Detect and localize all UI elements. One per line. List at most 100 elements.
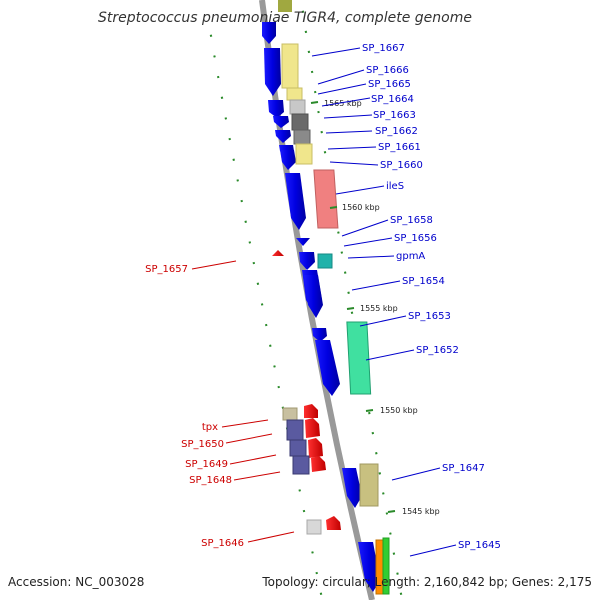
guide-tick xyxy=(307,50,311,54)
label-ileS[interactable]: ileS xyxy=(386,181,404,192)
guide-tick xyxy=(224,117,228,120)
kbp-label-1550: 1550 kbp xyxy=(380,406,418,415)
label-sp1653[interactable]: SP_1653 xyxy=(408,311,451,322)
gene-sp1667[interactable] xyxy=(262,22,276,44)
gene-sp1654[interactable] xyxy=(304,275,323,318)
guide-tick xyxy=(277,385,280,389)
label-tpx[interactable]: tpx xyxy=(202,422,218,433)
map-title: Streptococcus pneumoniae TIGR4, complete… xyxy=(98,10,472,26)
gene-sp1653[interactable] xyxy=(312,328,327,342)
guide-tick xyxy=(375,452,378,455)
guide-tick xyxy=(323,151,327,154)
guide-tick xyxy=(392,552,396,555)
guide-tick xyxy=(382,492,385,495)
gene-sp1648[interactable] xyxy=(311,456,326,472)
gene-ileS[interactable] xyxy=(285,173,306,230)
label-sp1663[interactable]: SP_1663 xyxy=(373,110,416,121)
guide-tick xyxy=(269,344,272,347)
gene-sp1647[interactable] xyxy=(342,468,362,508)
guide-tick xyxy=(311,551,314,554)
guide-tick xyxy=(378,472,382,475)
forward-labels xyxy=(311,47,457,557)
gene-sp1646[interactable] xyxy=(326,516,341,530)
guide-tick xyxy=(260,303,264,306)
guide-tick xyxy=(337,231,340,234)
guide-tick xyxy=(209,34,213,37)
guide-tick xyxy=(264,323,268,327)
gene-sp1663[interactable] xyxy=(275,130,291,143)
reverse-category-boxes xyxy=(282,407,322,535)
guide-tick xyxy=(389,532,392,535)
gene-sp1645[interactable] xyxy=(358,542,380,592)
guide-tick xyxy=(317,110,320,114)
label-sp1660[interactable]: SP_1660 xyxy=(380,160,423,171)
reverse-strand-genes xyxy=(272,250,341,530)
gene-sp1650[interactable] xyxy=(305,418,320,438)
label-sp1646[interactable]: SP_1646 xyxy=(201,538,244,549)
guide-tick xyxy=(315,571,318,575)
label-sp1665[interactable]: SP_1665 xyxy=(368,79,411,90)
guide-tick xyxy=(347,291,350,294)
guide-tick xyxy=(396,572,399,575)
gene-sp1666[interactable] xyxy=(264,48,281,96)
gene-tpx[interactable] xyxy=(304,404,318,418)
guide-tick xyxy=(340,251,344,254)
guide-tick xyxy=(248,241,252,244)
gene-sp1665[interactable] xyxy=(268,100,284,118)
label-sp1654[interactable]: SP_1654 xyxy=(402,276,445,287)
forward-category-boxes xyxy=(278,0,390,595)
guide-tick xyxy=(302,509,306,513)
label-sp1647[interactable]: SP_1647 xyxy=(442,463,485,474)
kbp-label-1555: 1555 kbp xyxy=(360,304,398,313)
label-sp1648[interactable]: SP_1648 xyxy=(189,475,232,486)
guide-tick xyxy=(368,411,371,415)
guide-tick xyxy=(371,431,375,435)
guide-tick xyxy=(385,512,389,515)
kbp-label-1560: 1560 kbp xyxy=(342,203,380,212)
forward-strand-genes xyxy=(262,22,380,592)
label-sp1652[interactable]: SP_1652 xyxy=(416,345,459,356)
guide-tick xyxy=(232,158,235,161)
gene-sp1652[interactable] xyxy=(315,340,340,396)
guide-tick xyxy=(228,137,231,141)
gene-sp1658[interactable] xyxy=(296,238,310,246)
label-sp1650[interactable]: SP_1650 xyxy=(181,439,224,450)
guide-tick xyxy=(310,70,314,74)
label-sp1661[interactable]: SP_1661 xyxy=(378,142,421,153)
label-sp1657[interactable]: SP_1657 xyxy=(145,264,188,275)
kbp-label-1545: 1545 kbp xyxy=(402,507,440,516)
gene-sp1661[interactable] xyxy=(280,150,296,170)
label-gpmA[interactable]: gpmA xyxy=(396,251,425,262)
topology-text: Topology: circular; Length: 2,160,842 bp… xyxy=(261,575,592,589)
guide-tick xyxy=(236,179,239,182)
reverse-labels xyxy=(191,260,295,543)
guide-tick xyxy=(240,199,243,203)
label-sp1656[interactable]: SP_1656 xyxy=(394,233,437,244)
guide-tick xyxy=(256,282,260,285)
kbp-scale: 1565 kbp 1560 kbp 1555 kbp 1550 kbp 1545… xyxy=(310,99,440,516)
label-sp1662[interactable]: SP_1662 xyxy=(375,126,418,137)
accession-text: Accession: NC_003028 xyxy=(8,575,144,589)
gene-sp1649[interactable] xyxy=(308,438,323,458)
reverse-label-texts: SP_1657 tpx SP_1650 SP_1649 SP_1648 SP_1… xyxy=(145,264,244,549)
guide-tick xyxy=(273,365,276,368)
label-sp1649[interactable]: SP_1649 xyxy=(185,459,228,470)
guide-tick xyxy=(313,90,317,94)
guide-tick xyxy=(220,96,224,99)
label-sp1664[interactable]: SP_1664 xyxy=(371,94,414,105)
label-sp1666[interactable]: SP_1666 xyxy=(366,65,409,76)
forward-label-texts: SP_1667 SP_1666 SP_1665 SP_1664 SP_1663 … xyxy=(362,43,501,551)
label-sp1645[interactable]: SP_1645 xyxy=(458,540,501,551)
guide-tick xyxy=(252,261,256,265)
guide-tick xyxy=(320,130,323,134)
gene-sp1656[interactable] xyxy=(299,252,315,270)
guide-tick xyxy=(343,271,347,274)
kbp-label-1565: 1565 kbp xyxy=(324,99,362,108)
guide-tick xyxy=(399,592,403,595)
label-sp1658[interactable]: SP_1658 xyxy=(390,215,433,226)
guide-tick xyxy=(350,311,354,314)
gene-sp1664[interactable] xyxy=(273,116,289,128)
gene-sp1657[interactable] xyxy=(272,250,284,256)
label-sp1667[interactable]: SP_1667 xyxy=(362,43,405,54)
